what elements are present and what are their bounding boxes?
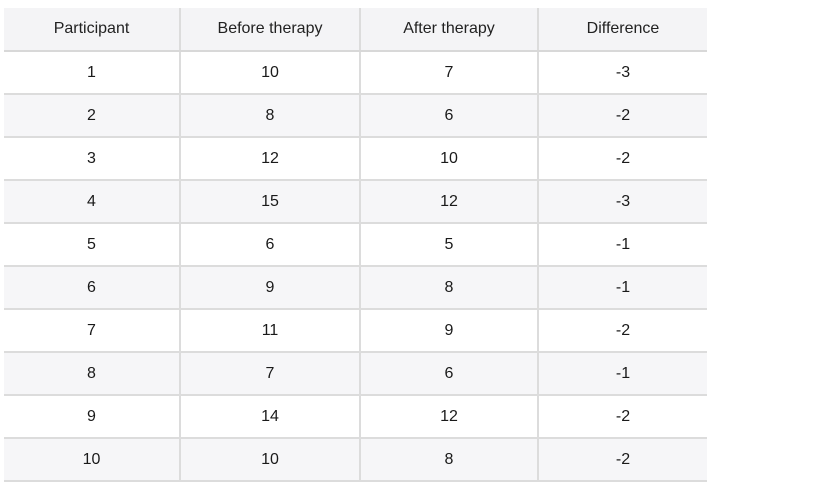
cell-after-therapy: 5 (360, 223, 539, 267)
cell-before-therapy: 6 (180, 223, 361, 267)
table-row: 6 9 8 -1 (4, 266, 707, 310)
cell-after-therapy: 9 (360, 309, 539, 353)
table-body: 1 10 7 -3 2 8 6 -2 3 12 10 -2 4 15 12 (4, 51, 707, 482)
cell-before-therapy: 7 (180, 352, 361, 396)
header-participant: Participant (4, 8, 181, 52)
table-row: 9 14 12 -2 (4, 395, 707, 439)
cell-difference: -2 (538, 309, 707, 353)
cell-participant: 1 (4, 51, 181, 95)
cell-participant: 7 (4, 309, 181, 353)
table-header: Participant Before therapy After therapy… (4, 8, 707, 52)
header-after-therapy: After therapy (360, 8, 539, 52)
cell-participant: 9 (4, 395, 181, 439)
cell-before-therapy: 12 (180, 137, 361, 181)
cell-after-therapy: 6 (360, 352, 539, 396)
cell-difference: -3 (538, 51, 707, 95)
cell-participant: 10 (4, 438, 181, 482)
cell-participant: 6 (4, 266, 181, 310)
cell-participant: 4 (4, 180, 181, 224)
cell-before-therapy: 8 (180, 94, 361, 138)
header-row: Participant Before therapy After therapy… (4, 8, 707, 52)
cell-before-therapy: 10 (180, 438, 361, 482)
table-row: 2 8 6 -2 (4, 94, 707, 138)
table-row: 5 6 5 -1 (4, 223, 707, 267)
cell-after-therapy: 6 (360, 94, 539, 138)
cell-after-therapy: 8 (360, 438, 539, 482)
cell-before-therapy: 15 (180, 180, 361, 224)
cell-difference: -2 (538, 438, 707, 482)
table-row: 4 15 12 -3 (4, 180, 707, 224)
cell-difference: -1 (538, 223, 707, 267)
cell-before-therapy: 10 (180, 51, 361, 95)
therapy-results-table: Participant Before therapy After therapy… (4, 8, 707, 482)
cell-after-therapy: 12 (360, 180, 539, 224)
cell-participant: 3 (4, 137, 181, 181)
cell-difference: -3 (538, 180, 707, 224)
table-row: 1 10 7 -3 (4, 51, 707, 95)
cell-before-therapy: 11 (180, 309, 361, 353)
cell-after-therapy: 10 (360, 137, 539, 181)
cell-participant: 8 (4, 352, 181, 396)
cell-after-therapy: 8 (360, 266, 539, 310)
table-row: 8 7 6 -1 (4, 352, 707, 396)
cell-difference: -1 (538, 266, 707, 310)
header-difference: Difference (538, 8, 707, 52)
cell-before-therapy: 14 (180, 395, 361, 439)
cell-difference: -2 (538, 94, 707, 138)
cell-after-therapy: 7 (360, 51, 539, 95)
cell-participant: 5 (4, 223, 181, 267)
header-before-therapy: Before therapy (180, 8, 361, 52)
cell-difference: -2 (538, 137, 707, 181)
table-row: 3 12 10 -2 (4, 137, 707, 181)
cell-difference: -2 (538, 395, 707, 439)
cell-after-therapy: 12 (360, 395, 539, 439)
table-row: 10 10 8 -2 (4, 438, 707, 482)
cell-participant: 2 (4, 94, 181, 138)
cell-before-therapy: 9 (180, 266, 361, 310)
table-row: 7 11 9 -2 (4, 309, 707, 353)
therapy-results-table-container: Participant Before therapy After therapy… (4, 8, 707, 482)
cell-difference: -1 (538, 352, 707, 396)
